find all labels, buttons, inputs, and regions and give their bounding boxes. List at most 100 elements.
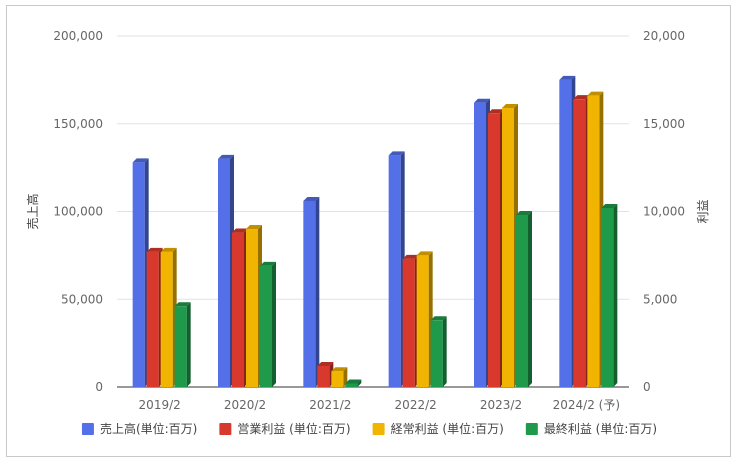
bar-side [442,316,447,387]
bar-top [174,302,191,307]
bar [488,109,504,387]
bar-top [559,75,576,80]
x-tick-label: 2022/2 [395,398,437,412]
y-left-tick-label: 200,000 [53,29,103,43]
y-right-tick-label: 15,000 [643,117,685,131]
bar-front [260,265,272,387]
bar-front [132,162,145,387]
bar-side [315,196,320,387]
legend-swatch [219,423,232,435]
bar-top [303,196,320,201]
bar-top [232,228,248,233]
legend-label: 営業利益 (単位:百万) [237,421,350,436]
bar [331,367,348,387]
bar [502,103,518,387]
bar-front [474,102,486,387]
bar-front [146,251,159,387]
x-tick-label: 2021/2 [309,398,351,412]
bar-top [488,109,504,114]
bar [146,247,163,387]
bar-front [502,107,514,387]
bar-top [573,95,590,100]
bar-front [232,232,244,387]
legend-label: 経常利益 (単位:百万) [391,421,504,436]
bar [559,75,576,387]
y-right-tick-label: 20,000 [643,29,685,43]
bar-front [303,200,316,387]
legend: 売上高(単位:百万) 営業利益 (単位:百万) 経常利益 (単位:百万) 最終利益 (… [81,421,657,436]
bar-top [331,367,348,372]
legend-swatch [372,423,385,435]
bar [430,316,447,387]
bar-top [132,158,149,163]
bar-front [174,306,187,387]
bar-front [416,255,429,387]
bar [587,91,604,388]
bar [402,254,419,387]
bar-front [430,320,443,387]
legend-item: 売上高(単位:百万) [81,421,197,436]
bar-front [601,207,614,387]
bar-top [587,91,604,96]
bar-top [218,154,234,159]
legend-label: 売上高(単位:百万) [100,421,197,436]
y-right-axis-title: 利益 [696,199,710,223]
bar-top [146,247,163,252]
bar-top [416,251,433,256]
legend-item: 最終利益 (単位:百万) [525,421,657,436]
bar-side [186,302,191,387]
bar-side [343,367,348,387]
y-left-tick-label: 100,000 [53,205,103,219]
bar [388,151,405,387]
y-left-tick-label: 0 [95,380,103,394]
bar-front [573,99,586,388]
bar-top [402,254,419,259]
bar-side [528,211,532,387]
bar-top [317,361,334,366]
y-left-tick-label: 150,000 [53,117,103,131]
bar [573,95,590,388]
bar-front [388,155,401,387]
bar-side [357,379,362,387]
legend-item: 営業利益 (単位:百万) [219,421,351,436]
bar [174,302,191,387]
bar [303,196,320,387]
bar [516,211,532,387]
bar [160,247,177,387]
bar-top [516,211,532,216]
bar [232,228,248,387]
x-tick-label: 2024/2 (予) [553,398,620,412]
bar [132,158,149,387]
bar-front [402,258,415,387]
bar-top [260,261,276,266]
bar [317,361,334,387]
bar-top [160,247,177,252]
y-left-axis-title: 売上高 [25,193,40,229]
bar-front [559,79,572,387]
y-left-tick-label: 50,000 [61,292,103,306]
bar-front [331,371,344,387]
bar-front [488,113,500,387]
combo-bar-chart: 0 0 50,000 5,000 100,000 10,000 150,000 15,000 2… [25,29,710,436]
bar-top [601,203,618,208]
chart-frame: 0 0 50,000 5,000 100,000 10,000 150,000 15,000 2… [6,5,731,457]
legend-label: 最終利益 (単位:百万) [544,421,657,436]
y-right-tick-label: 10,000 [643,205,685,219]
bar-front [160,251,173,387]
bar-top [345,379,362,384]
legend-item: 経常利益 (単位:百万) [372,421,504,436]
bar-top [388,151,405,156]
bar-top [430,316,447,321]
x-tick-label: 2023/2 [480,398,522,412]
bar-side [272,261,276,387]
bar [345,379,362,387]
bar [218,154,234,387]
bar [260,261,276,387]
legend-swatch [81,423,94,435]
bar-front [246,229,258,387]
bar-front [516,215,528,387]
x-tick-label: 2020/2 [224,398,266,412]
bar [601,203,618,387]
bar-front [218,158,230,387]
bar [474,98,490,387]
